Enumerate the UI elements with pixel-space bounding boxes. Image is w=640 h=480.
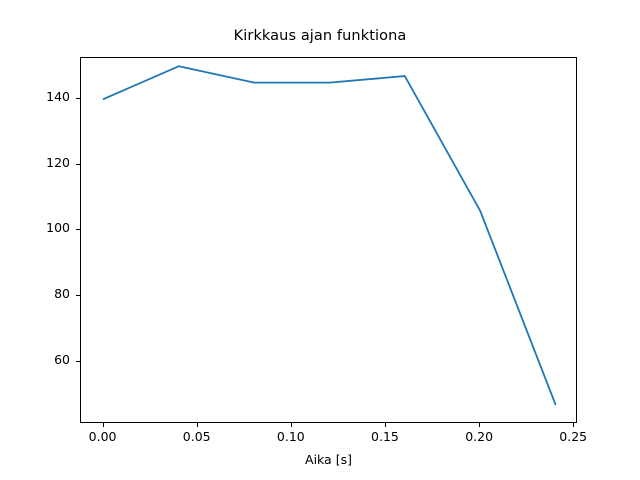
chart-title: Kirkkaus ajan funktiona	[233, 28, 407, 44]
y-tick-mark	[76, 98, 80, 100]
x-tick-label: 0.25	[559, 429, 588, 444]
y-tick-mark	[76, 360, 80, 362]
plot-area	[80, 57, 577, 423]
y-tick-label: 140	[46, 89, 70, 105]
y-tick-label: 80	[54, 285, 70, 301]
y-tick-label: 100	[46, 220, 70, 236]
x-tick-mark	[384, 423, 387, 427]
x-tick-mark	[196, 423, 198, 427]
y-tick-label: 60	[54, 351, 70, 367]
y-tick-label: 120	[46, 154, 70, 170]
y-tick-mark	[76, 163, 80, 165]
x-tick-label: 0.00	[88, 429, 117, 444]
x-tick-label: 0.10	[276, 429, 305, 444]
x-tick-mark	[290, 423, 292, 427]
x-tick-mark	[479, 423, 481, 427]
x-tick-mark	[102, 423, 104, 427]
data-series-line	[102, 65, 557, 406]
x-tick-label: 0.15	[371, 429, 399, 444]
x-tick-label: 0.20	[465, 429, 494, 444]
x-tick-mark	[573, 423, 575, 427]
y-tick-mark	[76, 294, 80, 297]
data-line-svg	[102, 65, 557, 406]
y-tick-mark	[76, 229, 80, 231]
x-axis-label: Aika [s]	[305, 452, 352, 467]
x-tick-label: 0.05	[182, 429, 211, 444]
